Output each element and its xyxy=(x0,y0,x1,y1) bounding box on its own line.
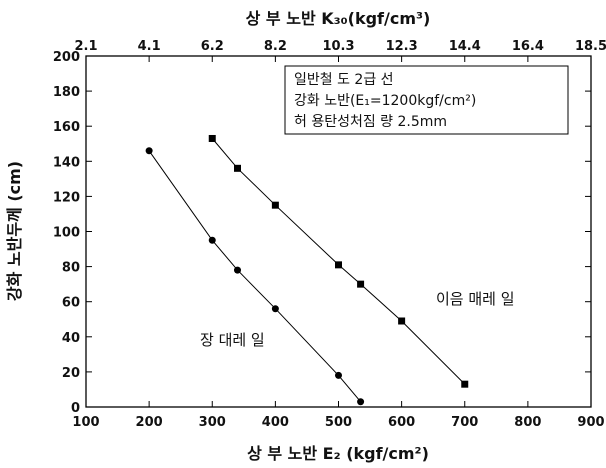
x2-tick-label: 8.2 xyxy=(264,39,287,54)
data-point-square xyxy=(234,164,241,172)
info-line-1: 일반철 도 2급 선 xyxy=(294,72,394,88)
x-tick-label: 600 xyxy=(388,415,415,430)
x-tick-label: 500 xyxy=(325,415,352,430)
series-layer xyxy=(145,134,469,406)
y-tick-label: 20 xyxy=(62,366,80,381)
data-point-square xyxy=(208,134,216,142)
y-tick-label: 160 xyxy=(53,120,80,135)
series-label-jointed-rail: 이음 매레 일 xyxy=(436,290,515,308)
info-line-3: 허 용탄성처짐 량 2.5mm xyxy=(294,114,447,130)
x-tick-label: 300 xyxy=(199,415,226,430)
x2-tick-label: 16.4 xyxy=(512,39,544,54)
x2-tick-label: 4.1 xyxy=(138,39,161,54)
y-axis-title: 강화 노반두께 (cm) xyxy=(5,161,24,301)
series-line xyxy=(148,150,361,403)
data-point-circle xyxy=(234,266,241,274)
data-point-square xyxy=(335,261,342,269)
data-point-circle xyxy=(357,398,365,406)
x-tick-label: 800 xyxy=(514,415,541,430)
y-tick-label: 200 xyxy=(53,50,80,65)
y-tick-label: 80 xyxy=(62,261,80,276)
data-point-circle xyxy=(335,371,342,379)
x-axis-title: 상 부 노반 E₂ (kgf/cm²) xyxy=(247,444,429,463)
x2-tick-label: 18.5 xyxy=(575,39,606,54)
series-1 xyxy=(208,134,469,388)
y-tick-label: 180 xyxy=(53,85,80,100)
x2-tick-label: 14.4 xyxy=(449,39,481,54)
data-point-circle xyxy=(145,147,153,155)
info-box-frame xyxy=(284,65,569,135)
info-box: 일반철 도 2급 선 강화 노반(E₁=1200kgf/cm²) 허 용탄성처짐… xyxy=(284,65,569,135)
x2-axis-title: 상 부 노반 K₃₀(kgf/cm³) xyxy=(246,9,431,28)
data-point-square xyxy=(461,380,469,388)
y-tick-label: 100 xyxy=(53,226,80,241)
series-0 xyxy=(145,147,365,406)
x2-tick-label: 6.2 xyxy=(201,39,224,54)
x-tick-label: 900 xyxy=(577,415,604,430)
data-point-square xyxy=(357,280,365,288)
y-tick-label: 60 xyxy=(62,296,80,311)
data-point-circle xyxy=(271,305,279,313)
data-point-square xyxy=(271,201,279,209)
x2-tick-label: 10.3 xyxy=(322,39,354,54)
x-tick-label: 100 xyxy=(72,415,99,430)
y-tick-label: 120 xyxy=(53,190,80,205)
x2-tick-label: 12.3 xyxy=(386,39,418,54)
x-tick-label: 400 xyxy=(262,415,289,430)
x2-tick-label: 2.1 xyxy=(74,39,97,54)
info-line-2: 강화 노반(E₁=1200kgf/cm²) xyxy=(294,93,476,109)
x-tick-label: 700 xyxy=(451,415,478,430)
y-tick-label: 0 xyxy=(71,401,80,416)
series-label-long-rail: 장 대레 일 xyxy=(200,331,265,349)
y-tick-label: 140 xyxy=(53,155,80,170)
data-point-circle xyxy=(208,236,216,244)
y-tick-label: 40 xyxy=(62,331,80,346)
x-tick-label: 200 xyxy=(136,415,163,430)
data-point-square xyxy=(398,317,406,325)
